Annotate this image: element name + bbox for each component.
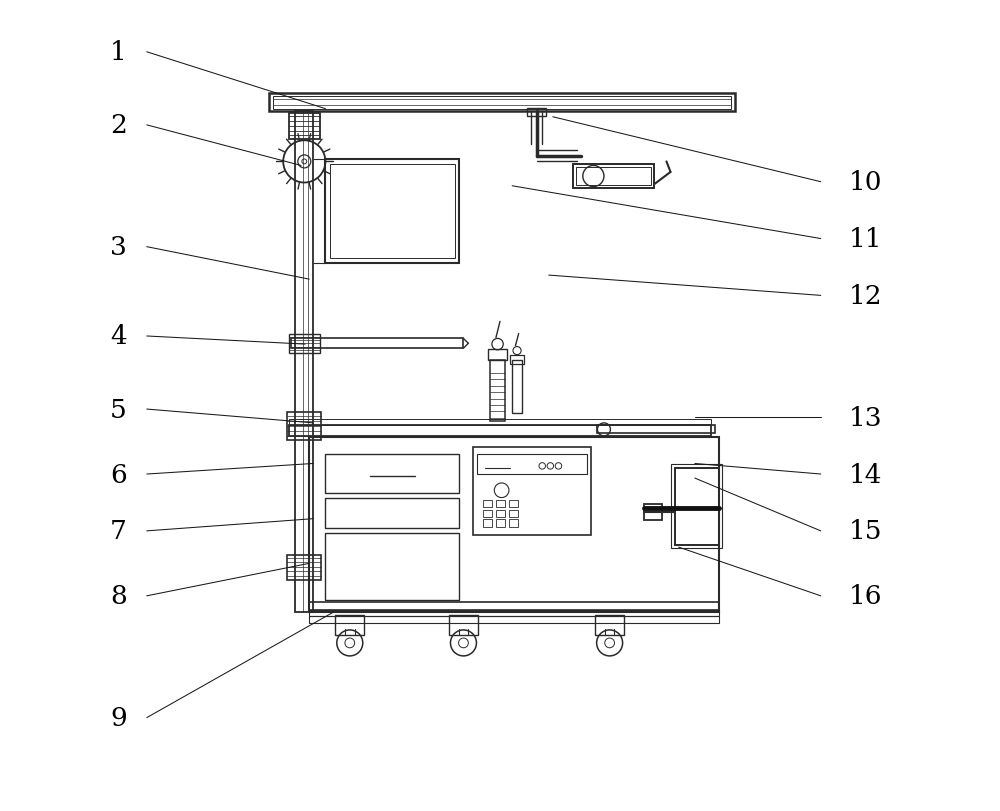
Text: 12: 12 <box>849 284 883 308</box>
Bar <box>496 520 505 527</box>
Bar <box>325 160 459 264</box>
Text: 11: 11 <box>849 227 883 251</box>
Bar <box>330 165 455 259</box>
Bar <box>273 97 731 109</box>
Bar <box>325 454 459 493</box>
Bar <box>510 355 524 365</box>
Bar <box>289 419 711 426</box>
Text: 14: 14 <box>849 462 883 487</box>
Text: 2: 2 <box>110 114 127 138</box>
Bar <box>295 112 313 612</box>
Text: 8: 8 <box>110 584 127 608</box>
Text: 5: 5 <box>110 397 127 422</box>
Bar <box>309 602 719 610</box>
Bar <box>483 510 492 517</box>
Bar <box>527 109 546 117</box>
Bar <box>512 361 522 414</box>
Bar <box>496 500 505 508</box>
Text: 13: 13 <box>849 406 883 430</box>
Bar <box>325 498 459 529</box>
Bar <box>289 426 711 436</box>
Bar <box>335 616 364 635</box>
Bar <box>477 454 587 474</box>
Bar <box>490 361 505 422</box>
Text: 3: 3 <box>110 235 127 260</box>
Bar <box>573 165 654 189</box>
Bar <box>644 504 662 521</box>
Bar <box>488 350 507 361</box>
Bar <box>273 100 731 106</box>
Bar <box>287 413 321 440</box>
Bar <box>496 510 505 517</box>
Text: 9: 9 <box>110 706 127 730</box>
Text: 4: 4 <box>110 324 127 349</box>
Bar <box>291 339 463 349</box>
Bar <box>595 616 624 635</box>
Text: 16: 16 <box>849 584 883 608</box>
Bar <box>509 520 518 527</box>
Bar <box>269 94 735 112</box>
Bar <box>289 334 320 354</box>
Text: 1: 1 <box>110 41 127 65</box>
Bar <box>671 465 722 548</box>
Bar <box>576 168 651 186</box>
Bar <box>483 520 492 527</box>
Bar <box>473 448 591 535</box>
Bar <box>509 500 518 508</box>
Text: 6: 6 <box>110 462 127 487</box>
Bar <box>289 114 320 139</box>
Bar <box>309 438 719 612</box>
Bar <box>675 468 719 545</box>
Bar <box>287 556 321 580</box>
Bar <box>325 534 459 600</box>
Bar <box>597 426 715 434</box>
Bar <box>309 610 719 616</box>
Bar <box>449 616 478 635</box>
Bar <box>509 510 518 517</box>
Bar <box>309 616 719 623</box>
Text: 10: 10 <box>849 170 883 195</box>
Text: 7: 7 <box>110 519 127 543</box>
Text: 15: 15 <box>849 519 883 543</box>
Bar <box>483 500 492 508</box>
